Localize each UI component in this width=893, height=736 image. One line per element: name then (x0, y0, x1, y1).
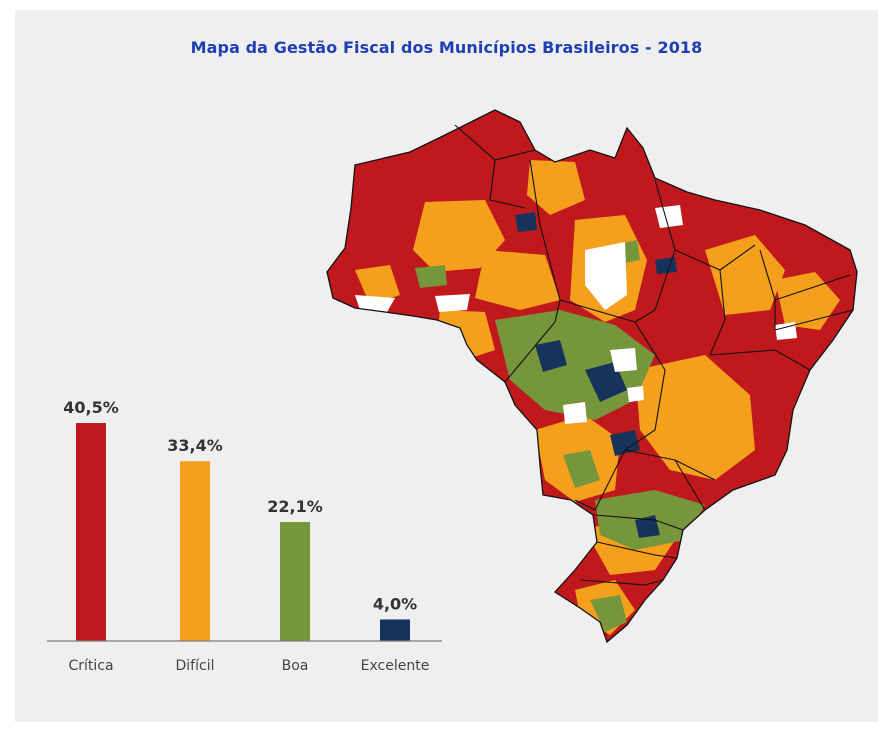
map-region-excelente (610, 430, 640, 456)
map-region-sem-dados (655, 205, 683, 228)
map-region-boa (590, 595, 627, 632)
map-region-dificil (413, 200, 505, 272)
bar-Difícil (180, 461, 210, 641)
map-region-dificil (635, 355, 755, 480)
category-tick-label: Excelente (361, 658, 430, 674)
map-region-excelente (535, 340, 567, 372)
state-borders (326, 109, 858, 643)
map-region-excelente (655, 257, 677, 274)
brazil-municipalities-map (326, 109, 858, 643)
map-region-dificil (437, 310, 495, 360)
map-region-sem-dados (563, 402, 587, 424)
map-region-excelente (635, 515, 660, 538)
category-tick-label: Crítica (68, 658, 113, 674)
map-region-excelente (515, 212, 537, 232)
labels-group: 40,5% Crítica 33,4% Difícil 22,1% Boa 4,0% Exce… (63, 398, 429, 674)
map-region-sem-dados (355, 295, 395, 312)
map-region-sem-dados (610, 348, 637, 372)
map-region-boa (563, 450, 600, 488)
map-region-dificil (527, 160, 585, 215)
map-region-sem-dados (435, 294, 470, 312)
bar-Boa (280, 522, 310, 641)
bar-value-label: 22,1% (267, 497, 323, 516)
bar-chart: 40,5% Crítica 33,4% Difícil 22,1% Boa 4,0% Exce… (47, 398, 442, 674)
map-region-excelente (585, 362, 627, 402)
bar-value-label: 40,5% (63, 398, 119, 417)
map-region-sem-dados (775, 322, 797, 340)
map-region-dificil (705, 235, 785, 315)
bars-group (76, 423, 410, 641)
map-regions (327, 110, 857, 642)
bar-value-label: 33,4% (167, 436, 223, 455)
map-region-sem-dados (627, 386, 644, 402)
map-region-dificil (775, 272, 840, 330)
bar-Crítica (76, 423, 106, 641)
chart-title: Mapa da Gestão Fiscal dos Municípios Bra… (190, 38, 703, 57)
bar-value-label: 4,0% (373, 594, 417, 613)
map-region-dificil (355, 265, 400, 305)
category-tick-label: Boa (282, 658, 309, 674)
map-region-dificil (475, 250, 560, 310)
bar-Excelente (380, 619, 410, 641)
map-region-sem-dados (585, 242, 627, 310)
figure-panel: Mapa da Gestão Fiscal dos Municípios Bra… (15, 10, 878, 722)
map-region-boa (415, 265, 447, 288)
category-tick-label: Difícil (176, 658, 215, 674)
